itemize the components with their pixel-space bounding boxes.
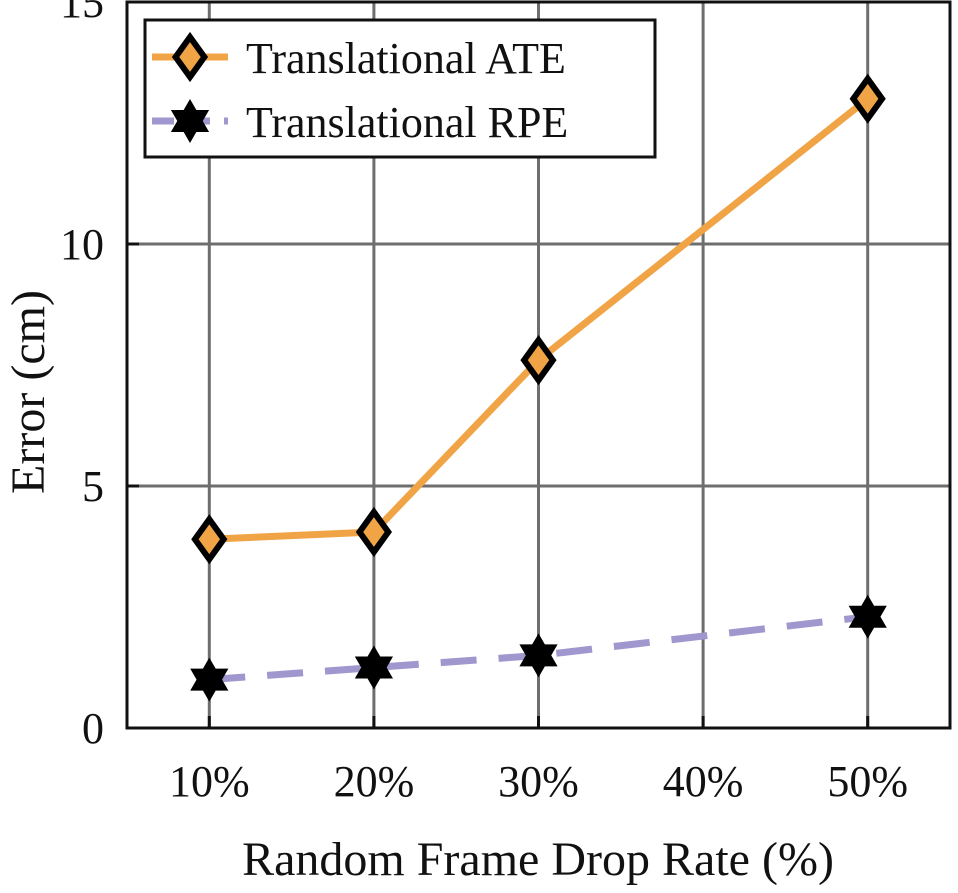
x-tick-label: 50% [827, 757, 908, 806]
data-point-diamond [191, 514, 228, 565]
y-tick-label: 0 [82, 704, 104, 753]
x-tick-label: 40% [663, 757, 744, 806]
legend-hexagram-marker [170, 99, 210, 143]
series-lines [209, 96, 870, 684]
legend-label-translational-ate: Translational ATE [246, 34, 566, 83]
x-tick-label: 20% [334, 757, 415, 806]
legend-diamond-marker [171, 31, 209, 83]
y-axis-label: Error (cm) [2, 290, 55, 494]
data-point-diamond [520, 335, 557, 386]
data-point-hexagram [190, 657, 229, 702]
series-line-translational-ate [209, 96, 870, 543]
data-point-hexagram [354, 645, 394, 690]
legend-label-translational-rpe: Translational RPE [246, 98, 568, 147]
legend-box [143, 18, 657, 159]
data-point-diamond [849, 73, 886, 124]
series-line-translational-rpe [209, 613, 869, 684]
y-tick-label: 5 [82, 462, 104, 511]
y-tick-label: 15 [60, 0, 104, 27]
data-point-diamond [355, 506, 392, 558]
data-point-hexagram [519, 633, 558, 678]
data-point-hexagram [848, 594, 887, 639]
x-tick-label: 30% [498, 757, 579, 806]
data-point-diamond [171, 31, 209, 83]
legend: Translational ATE Translational RPE [143, 18, 657, 159]
tick-labels: 10% 20% 30% 40% 50% 0 5 10 15 [60, 0, 908, 806]
x-tick-label: 10% [169, 757, 250, 806]
x-axis-label: Random Frame Drop Rate (%) [242, 833, 834, 886]
y-tick-label: 10 [60, 220, 104, 269]
data-point-hexagram [170, 99, 210, 143]
data-markers [190, 73, 887, 702]
